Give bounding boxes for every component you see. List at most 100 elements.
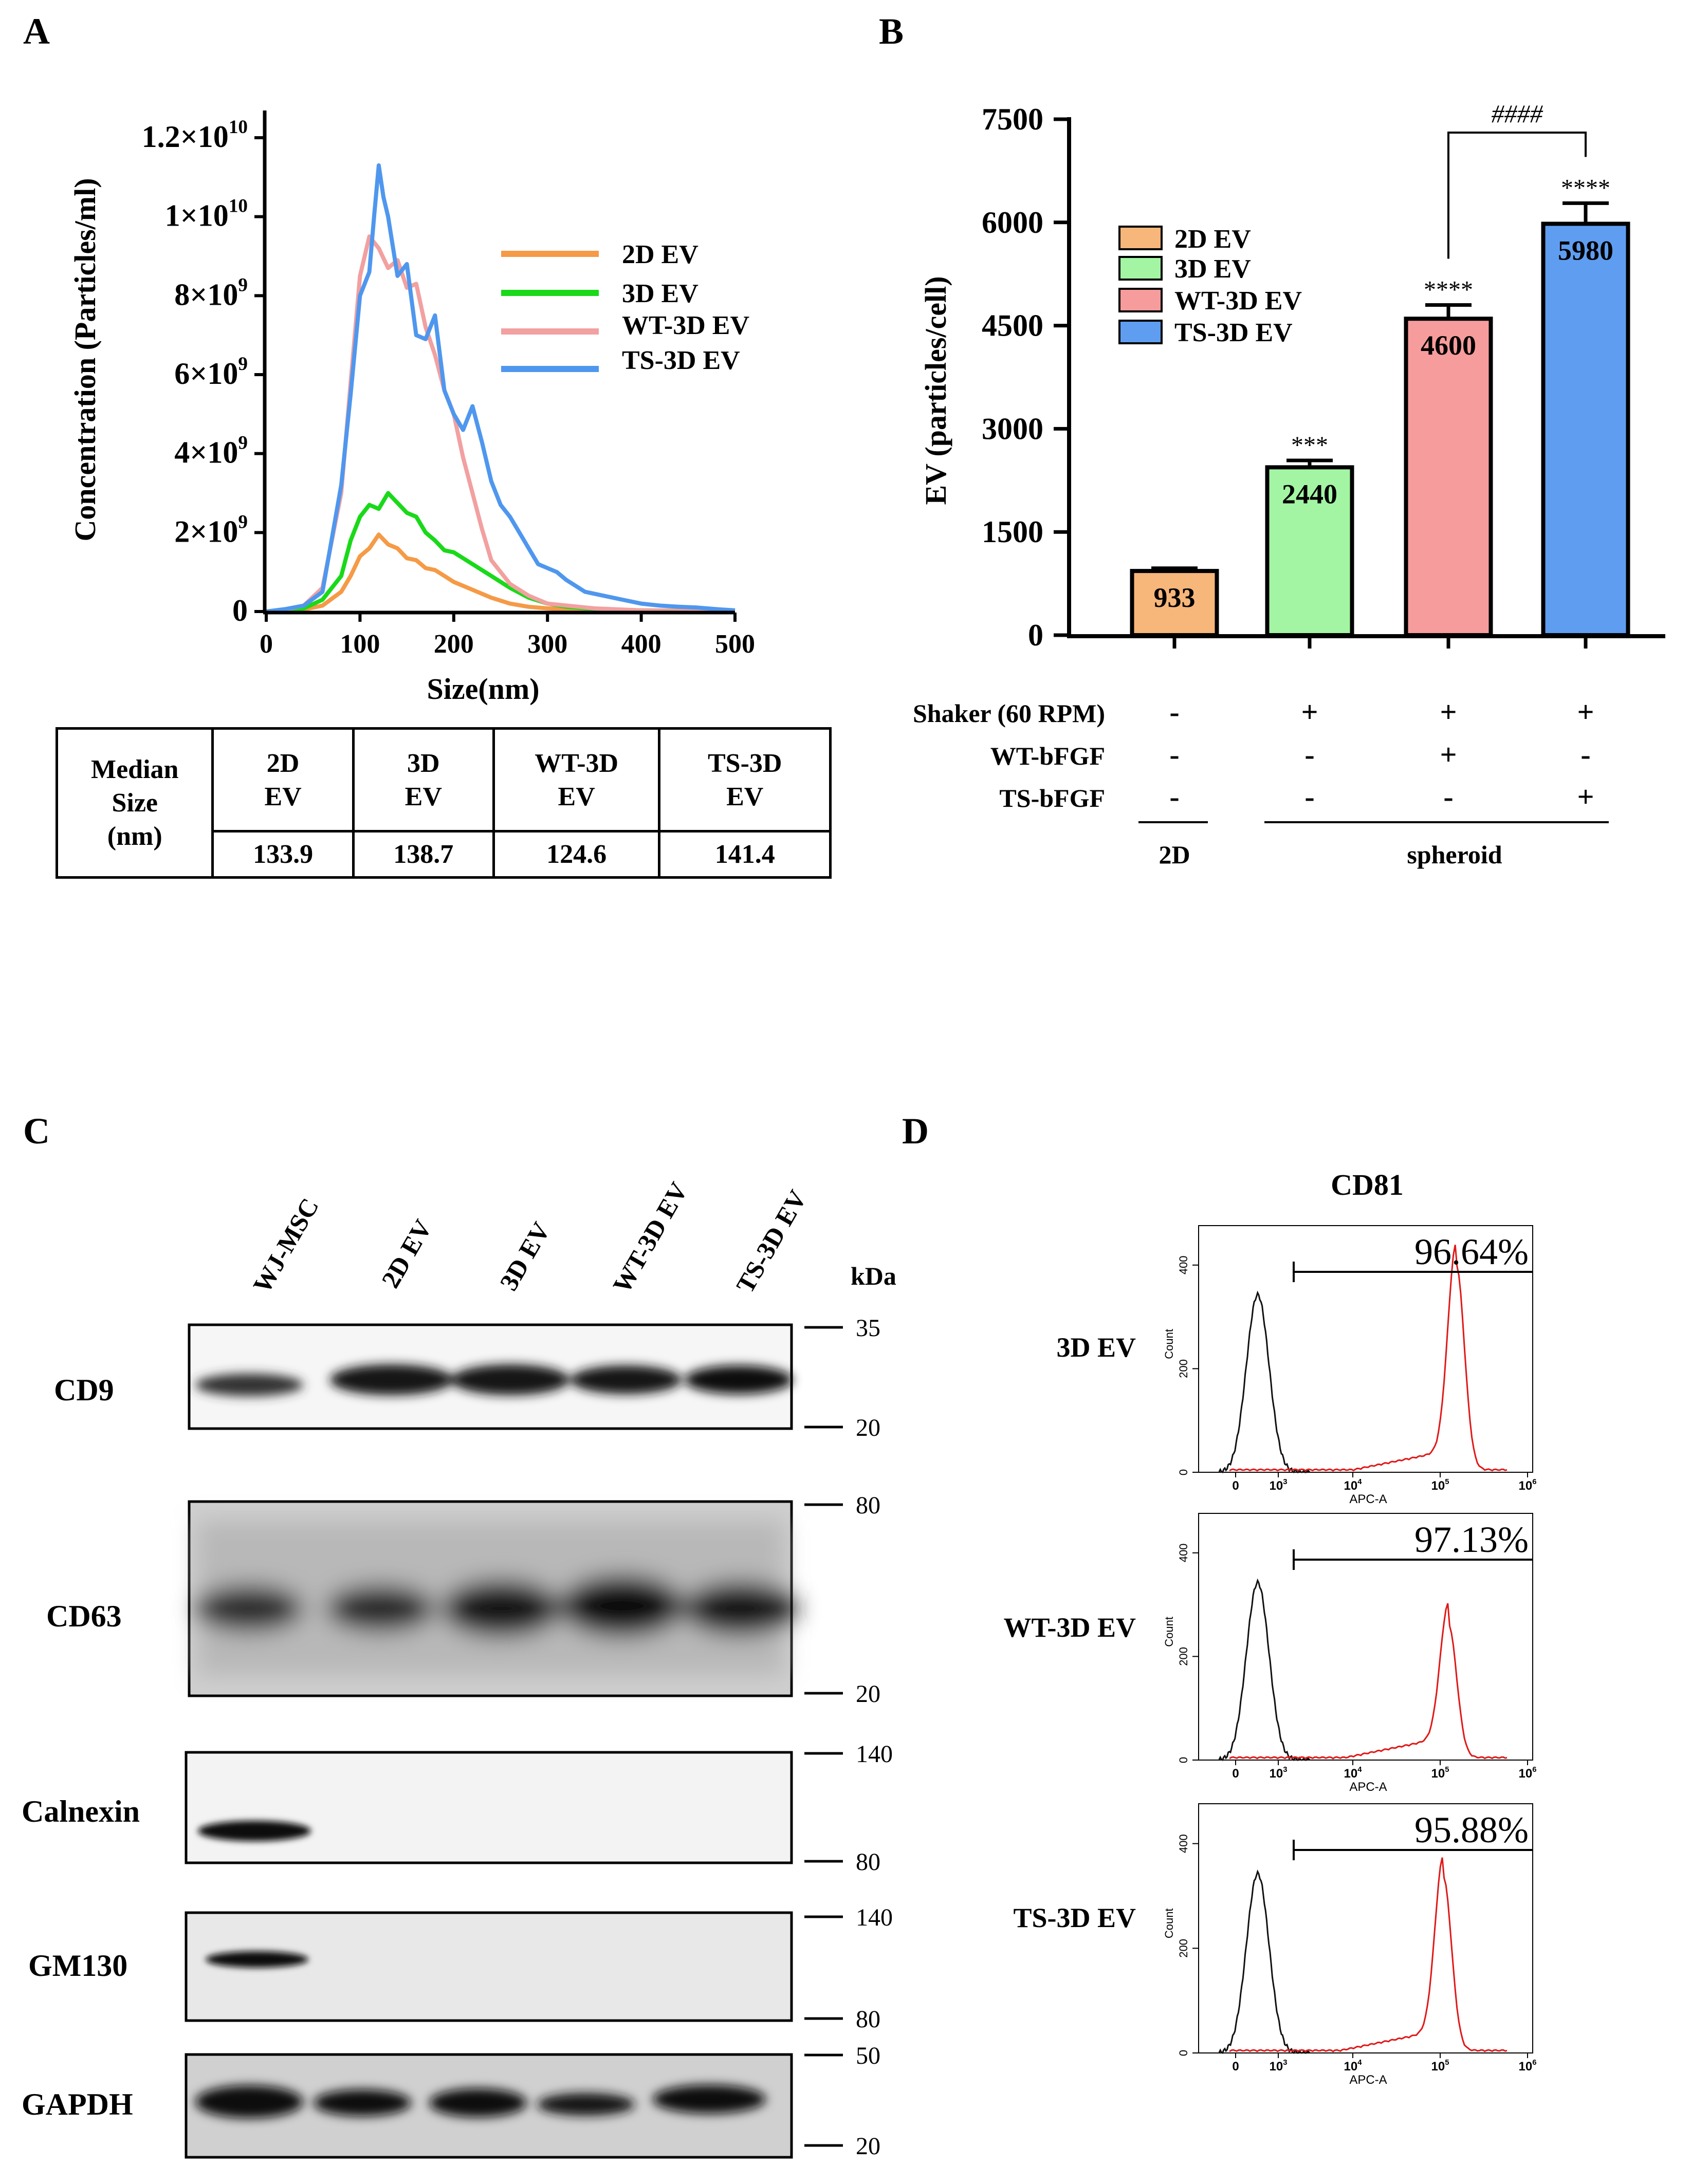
x-tick-label: 200 (434, 630, 474, 659)
y-tick-label: 6000 (982, 206, 1043, 239)
isotype-histogram (1218, 1869, 1311, 2055)
significance-stars: *** (1291, 432, 1328, 459)
y-tick-label: 1500 (982, 515, 1043, 549)
y-tick-label: 1.2×1010 (142, 117, 248, 154)
group-label-2d: 2D (1159, 840, 1190, 869)
y-tick-label: 0 (1028, 618, 1043, 652)
series-line-2d-ev (266, 532, 736, 614)
bar-3d-ev (1265, 465, 1354, 638)
legend-label-ts-3d-ev: TS-3D EV (622, 346, 740, 375)
x-tick-label: 100 (340, 630, 380, 659)
flow-y-tick-label: 200 (1177, 1647, 1190, 1666)
flow-x-tick-label: 103 (1270, 1766, 1288, 1781)
marker-gapdh-bottom: 20 (856, 2133, 880, 2160)
flow-y-tick-label: 200 (1177, 1939, 1190, 1958)
flow-x-tick-label: 103 (1270, 1478, 1288, 1493)
chart-a-y-label: Concentration (Particles/ml) (68, 178, 102, 541)
significance-stars: **** (1561, 174, 1610, 201)
legend-label-b-2d-ev: 2D EV (1174, 225, 1251, 254)
flow-y-tick-label: 200 (1177, 1359, 1190, 1378)
median-table-header: Median Size (nm) (55, 727, 214, 879)
bar-value-label: 933 (1154, 582, 1196, 613)
flow-sample-label: 3D EV (1056, 1332, 1136, 1363)
legend-swatch-ts-3d-ev (1118, 320, 1163, 344)
legend-label-b-wt-3d-ev: WT-3D EV (1174, 286, 1302, 316)
flow-x-tick-label: 106 (1519, 2059, 1537, 2074)
flow-x-label: APC-A (1349, 1780, 1387, 1794)
flow-y-tick-label: 0 (1177, 1757, 1190, 1763)
condition-sign: + (1577, 695, 1594, 729)
flow-plot-frame (1198, 1803, 1533, 2053)
median-header-line-1: Median (91, 755, 179, 784)
bar-ts-3d-ev (1541, 221, 1630, 637)
y-tick-label: 3000 (982, 412, 1043, 446)
flow-y-label: Count (1163, 1617, 1175, 1647)
sample-histogram (1229, 1857, 1508, 2052)
flow-x-tick-label: 103 (1270, 2059, 1288, 2074)
y-tick-label: 6×109 (174, 354, 248, 391)
chart-a-x-label: Size(nm) (427, 672, 539, 706)
gate-percentage: 95.88% (1414, 1809, 1529, 1850)
gapdh-bands (195, 2085, 766, 2118)
condition-sign: - (1580, 738, 1590, 771)
flow-title: CD81 (1331, 1168, 1404, 1201)
median-col-header-ts-3d-ev: TS-3D EV (658, 727, 832, 832)
bar-value-label: 5980 (1558, 235, 1613, 266)
flow-x-label: APC-A (1349, 1492, 1387, 1506)
cd63-bands (195, 1521, 797, 1675)
bar-value-label: 4600 (1421, 330, 1476, 361)
isotype-histogram (1218, 1290, 1311, 1474)
flow-y-label: Count (1163, 1908, 1175, 1938)
flow-x-tick-label: 104 (1344, 2059, 1363, 2074)
chart-b-bars: 933 2440 *** 4600 **** 5980 **** (1130, 174, 1630, 649)
bar-wt-3d-ev (1404, 317, 1493, 637)
blot-calnexin (185, 1751, 793, 1864)
condition-sign: + (1440, 695, 1457, 729)
flow-plot-frame (1198, 1513, 1533, 1761)
flow-y-tick-label: 0 (1177, 2050, 1190, 2056)
condition-sign: - (1169, 780, 1179, 813)
x-tick-label: 400 (621, 630, 661, 659)
panel-label-b: B (879, 11, 904, 52)
condition-sign: + (1440, 738, 1457, 771)
series-line-ts-3d-ev (266, 163, 736, 614)
flow-x-tick-label: 105 (1431, 1766, 1449, 1781)
gate-percentage: 97.13% (1414, 1519, 1529, 1560)
blot-label-cd63: CD63 (46, 1599, 122, 1633)
y-tick-label: 1×1010 (165, 196, 248, 233)
y-tick-label: 0 (232, 594, 248, 627)
condition-sign: - (1169, 695, 1179, 729)
flow-y-tick-label: 400 (1177, 1543, 1190, 1562)
marker-cd63-top: 80 (856, 1492, 880, 1519)
chart-a-y-ticks: 0 2×109 4×109 6×109 8×109 1×1010 1.2×1010 (142, 117, 265, 627)
legend-swatch-3d-ev (1118, 256, 1163, 281)
median-value-2d-ev: 133.9 (211, 830, 355, 879)
significance-bracket (1447, 132, 1587, 259)
flow-x-tick-label: 105 (1431, 2059, 1449, 2074)
kda-label: kDa (851, 1262, 896, 1290)
blot-label-calnexin: Calnexin (22, 1794, 140, 1828)
flow-sample-label: WT-3D EV (1003, 1612, 1136, 1643)
legend-swatch-2d-ev (1118, 226, 1163, 250)
condition-sign: - (1304, 738, 1314, 771)
chart-a-x-ticks: 0 100 200 300 400 500 (260, 613, 755, 659)
condition-sign: - (1304, 780, 1314, 813)
flow-plot-frame (1198, 1225, 1533, 1473)
marker-gm130-top: 140 (856, 1904, 893, 1931)
flow-x-tick-label: 0 (1232, 1479, 1239, 1493)
flow-y-tick-label: 0 (1177, 1469, 1190, 1475)
flow-x-tick-label: 104 (1344, 1766, 1363, 1781)
significance-stars: **** (1424, 276, 1473, 303)
marker-gapdh-top: 50 (856, 2042, 880, 2069)
condition-sign: - (1443, 780, 1453, 813)
legend-label-2d-ev: 2D EV (622, 240, 699, 269)
condition-sign: + (1301, 695, 1318, 729)
chart-b-legend: 2D EV 3D EV WT-3D EV TS-3D EV (1118, 225, 1302, 347)
flow-x-tick-label: 104 (1344, 1478, 1363, 1493)
y-tick-label: 8×109 (174, 274, 248, 311)
isotype-histogram (1218, 1578, 1311, 1762)
marker-calnexin-top: 140 (856, 1741, 893, 1768)
